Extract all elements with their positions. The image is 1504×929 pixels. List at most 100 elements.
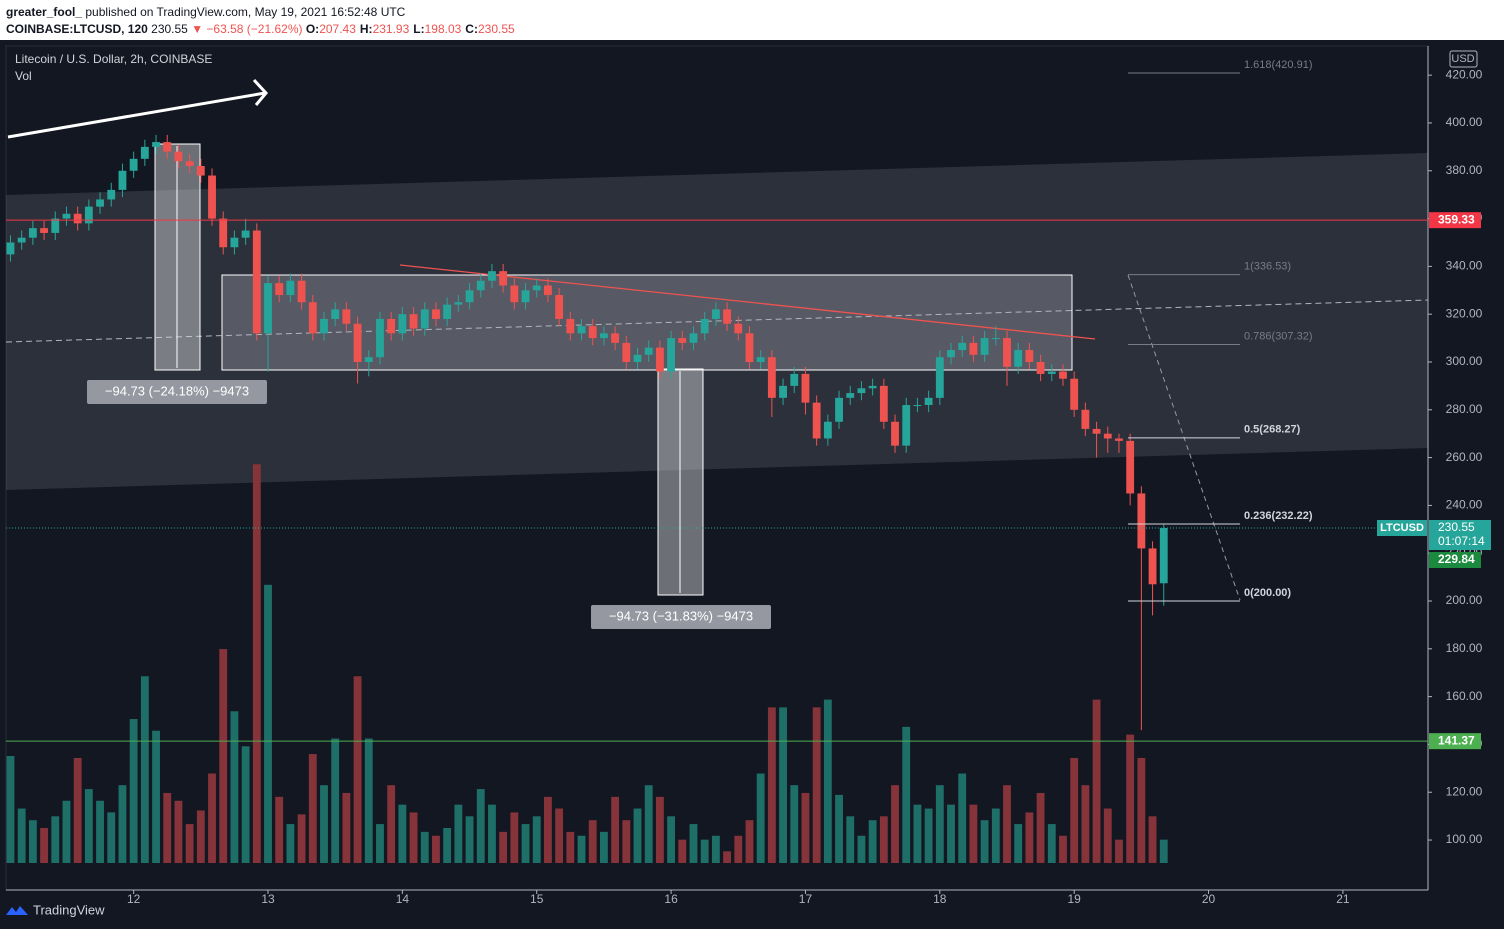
candle-body: [868, 385, 877, 389]
candle-body: [588, 326, 597, 339]
volume-bar: [241, 746, 250, 863]
candle-body: [331, 309, 340, 319]
volume-bar: [297, 814, 306, 863]
volume-bar: [555, 808, 564, 863]
volume-bar: [73, 757, 82, 863]
logo: [6, 906, 28, 915]
volume-bar: [96, 800, 104, 863]
candle-body: [320, 318, 328, 334]
volume-bar: [1115, 839, 1123, 863]
candle-body: [118, 170, 127, 190]
volume-bar: [756, 773, 765, 863]
candle-body: [969, 342, 978, 355]
level-tag: [1429, 212, 1481, 229]
volume-bar: [801, 792, 810, 863]
volume-bar: [364, 738, 373, 863]
last: 230.55: [151, 22, 188, 36]
volume-bar: [185, 824, 194, 863]
y-tick-label: 300.00: [1446, 354, 1483, 368]
volume-bar: [947, 804, 955, 863]
candle-body: [521, 290, 530, 303]
y-tick-label: 400.00: [1446, 115, 1483, 129]
volume-bar: [1014, 824, 1023, 863]
volume-bar: [1103, 808, 1112, 863]
candle-body: [62, 213, 71, 219]
x-tick-label: 16: [664, 892, 678, 906]
volume-bar: [521, 824, 530, 863]
y-tick-label: 420.00: [1446, 67, 1483, 81]
ohlc-value: 207.43: [319, 22, 356, 36]
volume-bar: [409, 812, 418, 863]
countdown: 01:07:14: [1438, 534, 1485, 548]
y-tick-label: 380.00: [1446, 163, 1483, 177]
candle-body: [678, 338, 687, 343]
candle-body: [980, 338, 989, 355]
measure-label: −94.73 (−31.83%) −9473: [609, 608, 753, 623]
author: greater_fool_: [6, 5, 83, 19]
candle-body: [622, 342, 631, 362]
ohlc-key: O:: [305, 22, 320, 36]
volume-bar: [700, 839, 709, 863]
prev-tag: [1429, 551, 1481, 568]
level-label: 359.33: [1438, 212, 1475, 226]
volume-bar: [991, 808, 1000, 863]
arrow: [7, 78, 268, 139]
candle-body: [801, 373, 810, 403]
volume-bar: [163, 792, 172, 863]
symbol: COINBASE:LTCUSD, 120: [6, 22, 148, 36]
candle-body: [1092, 428, 1101, 434]
candle-body: [611, 333, 620, 343]
volume-bar: [488, 804, 496, 863]
volume-bar: [835, 794, 843, 863]
volume-bar: [1036, 792, 1045, 863]
volume-bar: [118, 785, 127, 863]
volume-bar: [174, 800, 183, 863]
volume-bar: [510, 812, 519, 863]
candle-body: [555, 295, 564, 319]
ohlc: O:207.43 H:231.93 L:198.03 C:230.55: [306, 22, 519, 36]
volume-bar: [1025, 812, 1034, 863]
volume-bar: [611, 796, 620, 863]
fib-label: 0.5(268.27): [1244, 424, 1301, 436]
candle-body: [107, 189, 116, 200]
y-tick-label: 180.00: [1446, 641, 1483, 655]
volume-bar: [152, 730, 160, 863]
volume-bar: [711, 835, 720, 863]
x-tick-label: 14: [396, 892, 410, 906]
volume-bar: [1081, 785, 1090, 863]
volume-bar: [230, 711, 239, 863]
y-tick-label: 280.00: [1446, 402, 1483, 416]
symbol-tag: [1377, 519, 1427, 536]
candle-body: [857, 388, 866, 394]
subtitle: Vol: [15, 69, 32, 83]
volume-bar: [779, 707, 787, 863]
candle-body: [152, 142, 160, 147]
volume-bar: [846, 816, 855, 863]
candle-body: [812, 402, 821, 439]
volume-bar: [644, 785, 653, 863]
price-tag: [1429, 519, 1491, 550]
volume-bar: [745, 820, 754, 863]
y-tick-label: 320.00: [1446, 306, 1483, 320]
candle-body: [1025, 350, 1034, 362]
volume-bar: [823, 699, 832, 863]
candle-body: [129, 158, 138, 171]
volume-bar: [376, 824, 384, 863]
ohlc-key: H:: [359, 22, 373, 36]
volume-bar: [1159, 839, 1168, 863]
candle-body: [476, 280, 485, 291]
candle-body: [84, 206, 93, 224]
candle-body: [991, 338, 1000, 340]
volume-bar: [6, 756, 15, 863]
candle-body: [275, 283, 284, 296]
candle-body: [264, 283, 272, 334]
header: greater_fool_ published on TradingView.c…: [0, 0, 1504, 40]
volume-bar: [633, 808, 642, 863]
candle-body: [241, 230, 250, 238]
volume-bar: [320, 785, 328, 863]
prev-label: 229.84: [1438, 552, 1475, 566]
volume-bar: [599, 831, 608, 863]
volume-bar: [655, 796, 664, 863]
trend-line: [399, 264, 1096, 340]
